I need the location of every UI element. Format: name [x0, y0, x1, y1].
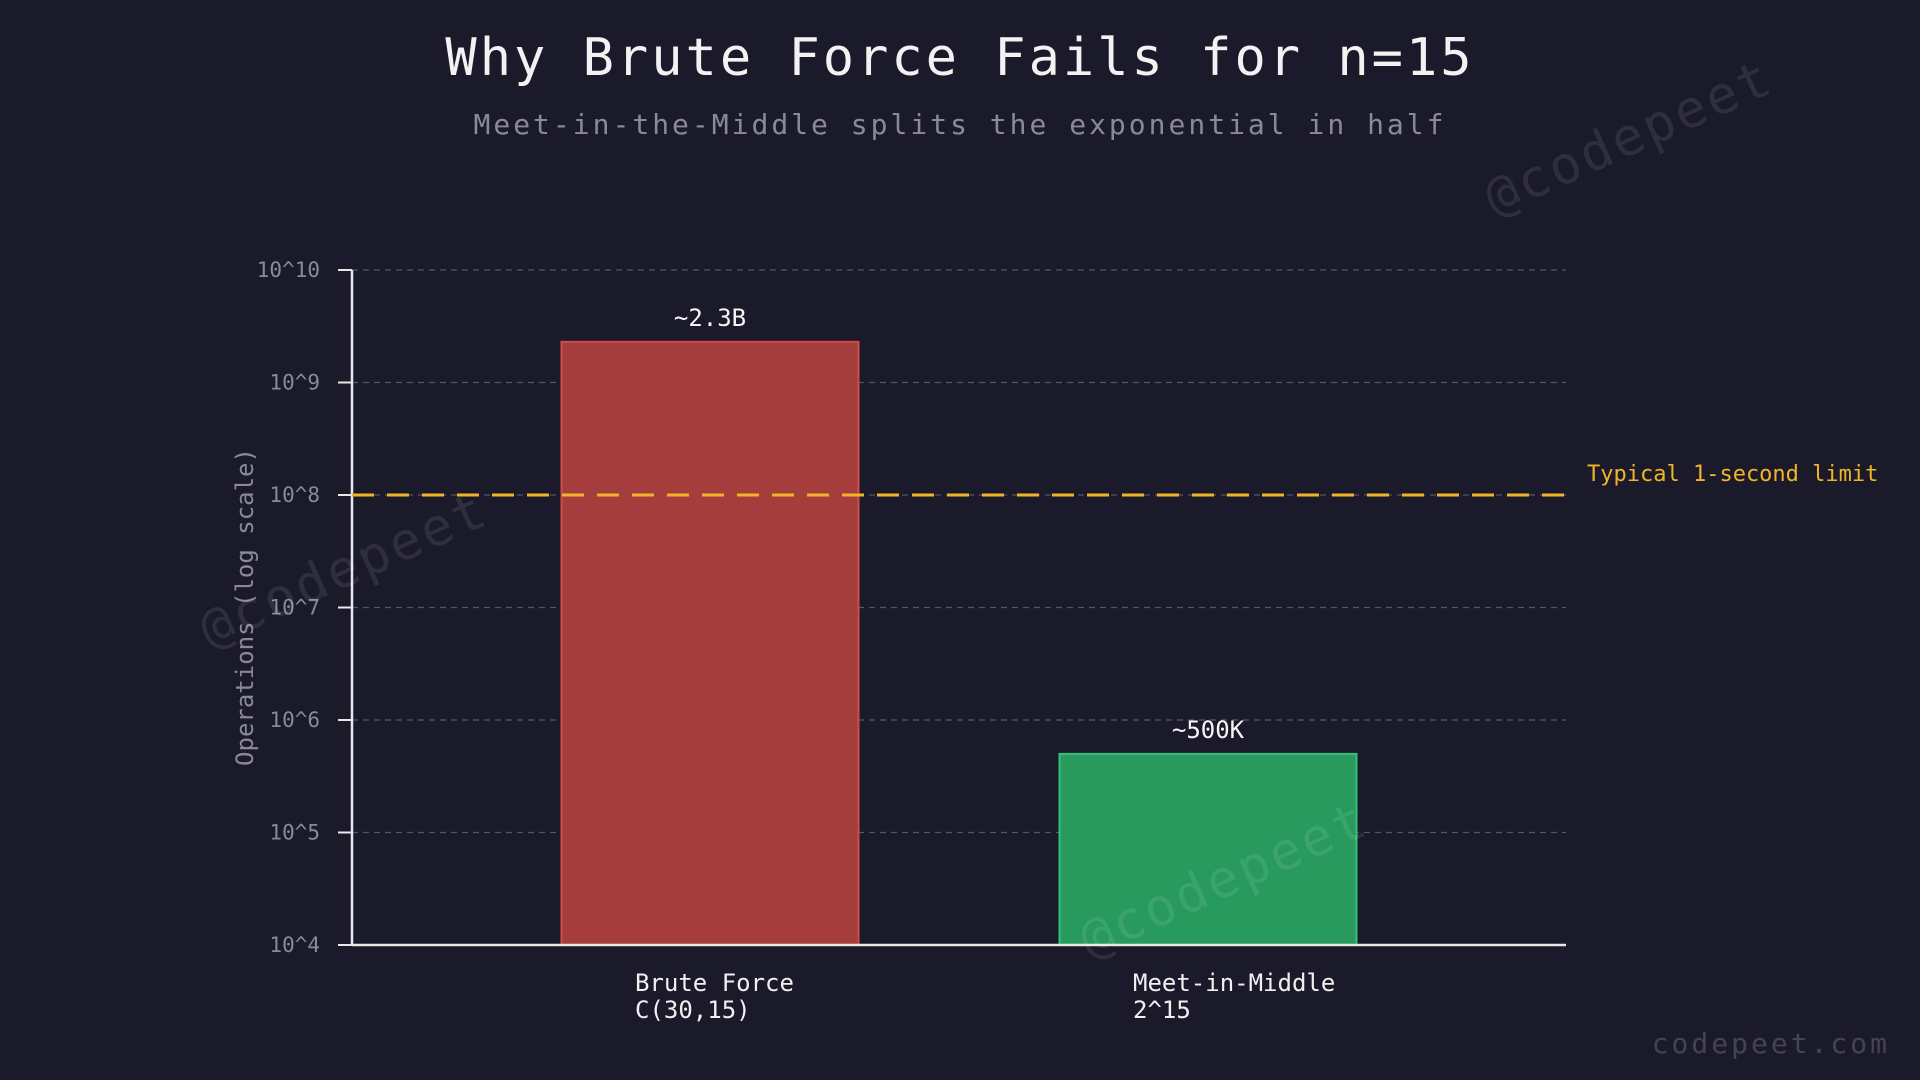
- y-tick-label: 10^4: [269, 933, 320, 957]
- bars: [560, 340, 1358, 947]
- grid-lines: [352, 269, 1566, 834]
- y-tick-label: 10^10: [257, 258, 320, 282]
- y-tick-label: 10^8: [269, 483, 320, 507]
- y-axis-label: Operations (log scale): [231, 448, 259, 766]
- x-tick-label: Meet-in-Middle: [1133, 969, 1335, 997]
- bar: [560, 340, 860, 947]
- chart-title: Why Brute Force Fails for n=15: [445, 28, 1475, 88]
- reference-line-label: Typical 1-second limit: [1587, 462, 1878, 487]
- bar: [1058, 752, 1358, 946]
- x-tick-label: Brute Force: [635, 969, 794, 997]
- reference-line-group: Typical 1-second limit: [352, 462, 1878, 497]
- y-tick-label: 10^7: [269, 596, 320, 620]
- y-tick-label: 10^5: [269, 821, 320, 845]
- bar-value-label: ~500K: [1172, 716, 1245, 744]
- y-tick-label: 10^9: [269, 371, 320, 395]
- bar-value-label: ~2.3B: [674, 304, 746, 332]
- y-tick-label: 10^6: [269, 708, 320, 732]
- x-tick-label-sub: C(30,15): [635, 996, 751, 1024]
- x-tick-label-sub: 2^15: [1133, 996, 1191, 1024]
- chart-subtitle: Meet-in-the-Middle splits the exponentia…: [473, 108, 1447, 141]
- footer-watermark: codepeet.com: [1651, 1027, 1890, 1060]
- axes: 10^4 10^5 10^6 10^7 10^8 10^9 10^10 Operations …: [231, 258, 1566, 957]
